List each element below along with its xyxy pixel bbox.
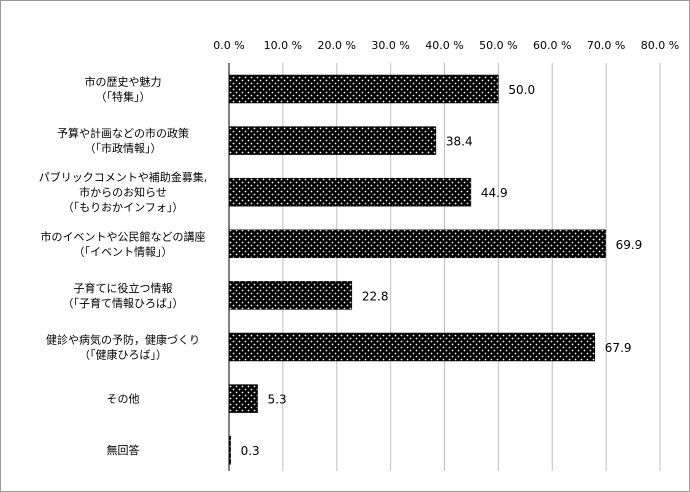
category-label-line: （「イベント情報」） — [74, 245, 173, 258]
bar — [228, 126, 437, 155]
gridlines — [282, 63, 661, 471]
category-label: 健診や病気の予防，健康づくり（「健康ひろば」） — [46, 333, 200, 362]
category-label-line: （「市政情報」） — [85, 141, 162, 155]
category-label: 無回答 — [107, 443, 140, 457]
category-label-line: 市のイベントや公民館などの講座 — [41, 229, 206, 243]
category-label-line: その他 — [107, 393, 140, 406]
x-tick-label: 10.0 % — [264, 39, 302, 52]
x-tick-label: 30.0 % — [371, 39, 409, 52]
bar — [228, 384, 258, 413]
category-label-line: 健診や病気の予防，健康づくり — [46, 333, 200, 347]
data-label: 0.3 — [241, 444, 260, 458]
category-label-line: （「子育て情報ひろば」） — [63, 296, 184, 310]
data-label: 22.8 — [362, 289, 389, 303]
data-label: 5.3 — [268, 393, 287, 407]
x-tick-label: 20.0 % — [318, 39, 356, 52]
x-tick-label: 40.0 % — [425, 39, 463, 52]
category-labels: 市の歴史や魅力（「特集」） 予算や計画などの市の政策（「市政情報」） パブリックコメ… — [39, 75, 208, 458]
x-tick-label: 50.0 % — [479, 39, 517, 52]
category-label-line: パブリックコメントや補助金募集, — [39, 170, 208, 184]
bar — [228, 281, 353, 310]
category-label-line: （「特集」） — [96, 90, 151, 104]
category-label: その他 — [107, 393, 140, 406]
data-labels: 50.0 38.4 44.9 69.9 22.8 67.9 5.3 0.3 — [241, 83, 643, 458]
x-tick-label: 80.0 % — [641, 39, 679, 52]
bars — [228, 74, 606, 465]
x-tick-label: 0.0 % — [213, 39, 244, 52]
bar — [228, 332, 596, 362]
data-label: 50.0 — [508, 83, 535, 97]
x-tick-label: 70.0 % — [587, 39, 625, 52]
category-label: 予算や計画などの市の政策（「市政情報」） — [57, 126, 189, 155]
category-label-line: 無回答 — [107, 443, 140, 457]
category-label-line: 予算や計画などの市の政策 — [57, 126, 189, 140]
data-label: 69.9 — [616, 238, 643, 252]
bar — [228, 229, 606, 259]
category-label: 子育てに役立つ情報（「子育て情報ひろば」） — [63, 281, 184, 310]
data-label: 44.9 — [481, 186, 508, 200]
category-label: パブリックコメントや補助金募集,市からのお知らせ （「もりおかインフォ」） — [39, 170, 208, 214]
data-label: 38.4 — [446, 135, 473, 149]
bar — [228, 177, 472, 207]
category-label-line: 市からのお知らせ — [79, 185, 167, 199]
bar — [228, 74, 499, 104]
category-label-line: （「もりおかインフォ」） — [63, 201, 184, 214]
x-axis-ticks: 0.0 % 10.0 % 20.0 % 30.0 % 40.0 % 50.0 % 60.0 … — [213, 39, 679, 52]
category-label: 市の歴史や魅力（「特集」） — [85, 75, 162, 104]
x-tick-label: 60.0 % — [533, 39, 571, 52]
category-label-line: （「健康ひろば」） — [79, 348, 167, 362]
category-label: 市のイベントや公民館などの講座 （「イベント情報」） — [41, 229, 206, 258]
category-label-line: 市の歴史や魅力 — [85, 75, 162, 89]
data-label: 67.9 — [605, 341, 632, 355]
category-label-line: 子育てに役立つ情報 — [74, 281, 173, 295]
